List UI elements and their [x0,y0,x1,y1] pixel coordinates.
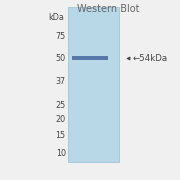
Text: 37: 37 [56,77,66,86]
Text: kDa: kDa [48,13,64,22]
Bar [68,7,119,162]
Text: 25: 25 [55,101,66,110]
Text: 75: 75 [55,32,66,41]
Text: ←54kDa: ←54kDa [132,54,167,63]
Text: Western Blot: Western Blot [77,4,139,15]
Text: 15: 15 [56,131,66,140]
Text: 50: 50 [56,54,66,63]
Text: 10: 10 [56,149,66,158]
Text: 20: 20 [56,115,66,124]
Bar [72,56,108,60]
